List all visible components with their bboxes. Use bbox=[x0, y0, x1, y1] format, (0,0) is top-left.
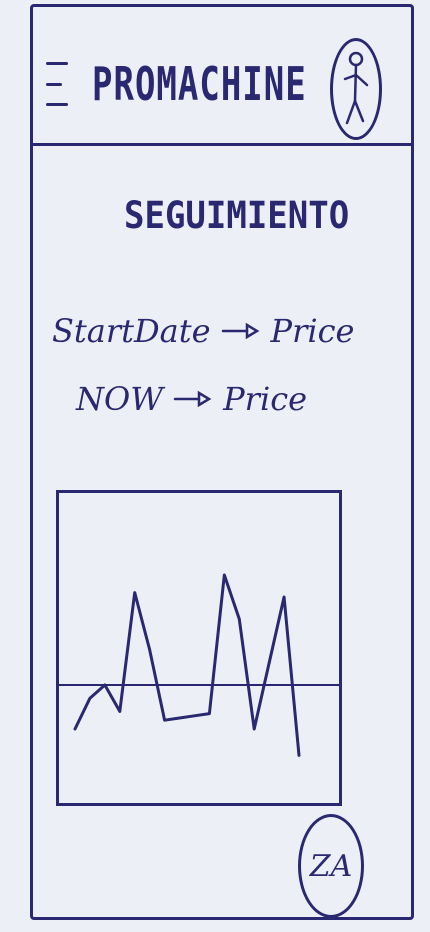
hamburger-menu-icon-bar bbox=[46, 82, 62, 86]
section-title: SEGUIMIENTO bbox=[124, 194, 350, 238]
price-series-line bbox=[73, 573, 301, 757]
stick-figure-user-icon bbox=[343, 51, 369, 125]
right-arrow-icon bbox=[221, 322, 259, 340]
floating-action-button[interactable]: ZA bbox=[298, 814, 364, 918]
price-chart-svg bbox=[59, 573, 339, 757]
now-price-value: Price bbox=[223, 380, 308, 418]
hamburger-menu-icon bbox=[46, 62, 68, 65]
now-label: NOW bbox=[76, 380, 164, 418]
hamburger-menu-icon-bar bbox=[46, 103, 68, 106]
fab-label: ZA bbox=[309, 848, 353, 884]
menu-button[interactable] bbox=[46, 62, 74, 106]
app-header: PROMACHINE bbox=[30, 4, 414, 146]
right-arrow-icon bbox=[173, 390, 212, 408]
start-date-price-row: StartDate Price bbox=[52, 312, 354, 350]
now-price-row: NOW Price bbox=[76, 380, 307, 418]
phone-frame bbox=[30, 4, 414, 920]
app-title: PROMACHINE bbox=[92, 58, 307, 112]
profile-button[interactable] bbox=[330, 38, 382, 140]
start-date-label: StartDate bbox=[52, 312, 211, 350]
start-date-price-value: Price bbox=[270, 312, 355, 350]
price-chart bbox=[56, 490, 342, 806]
